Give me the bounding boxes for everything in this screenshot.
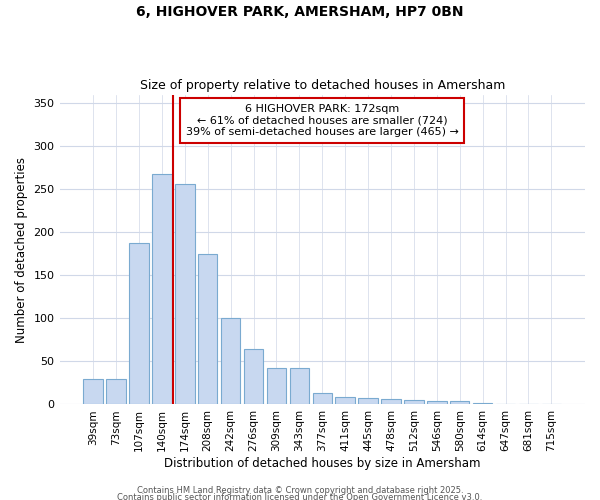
Bar	[175, 184, 194, 404]
Bar	[106, 378, 126, 404]
Text: Contains HM Land Registry data © Crown copyright and database right 2025.: Contains HM Land Registry data © Crown c…	[137, 486, 463, 495]
Bar	[358, 398, 378, 404]
Bar	[83, 378, 103, 404]
Text: 6, HIGHOVER PARK, AMERSHAM, HP7 0BN: 6, HIGHOVER PARK, AMERSHAM, HP7 0BN	[136, 5, 464, 19]
Bar	[381, 400, 401, 404]
Text: 6 HIGHOVER PARK: 172sqm
← 61% of detached houses are smaller (724)
39% of semi-d: 6 HIGHOVER PARK: 172sqm ← 61% of detache…	[186, 104, 459, 137]
Bar	[244, 348, 263, 405]
Title: Size of property relative to detached houses in Amersham: Size of property relative to detached ho…	[140, 79, 505, 92]
Bar	[152, 174, 172, 404]
Y-axis label: Number of detached properties: Number of detached properties	[15, 156, 28, 342]
Bar	[473, 402, 493, 404]
Bar	[335, 396, 355, 404]
X-axis label: Distribution of detached houses by size in Amersham: Distribution of detached houses by size …	[164, 457, 481, 470]
Bar	[198, 254, 217, 404]
Bar	[290, 368, 309, 404]
Bar	[221, 318, 241, 404]
Bar	[267, 368, 286, 404]
Bar	[129, 242, 149, 404]
Bar	[404, 400, 424, 404]
Text: Contains public sector information licensed under the Open Government Licence v3: Contains public sector information licen…	[118, 494, 482, 500]
Bar	[313, 394, 332, 404]
Bar	[450, 401, 469, 404]
Bar	[427, 401, 446, 404]
